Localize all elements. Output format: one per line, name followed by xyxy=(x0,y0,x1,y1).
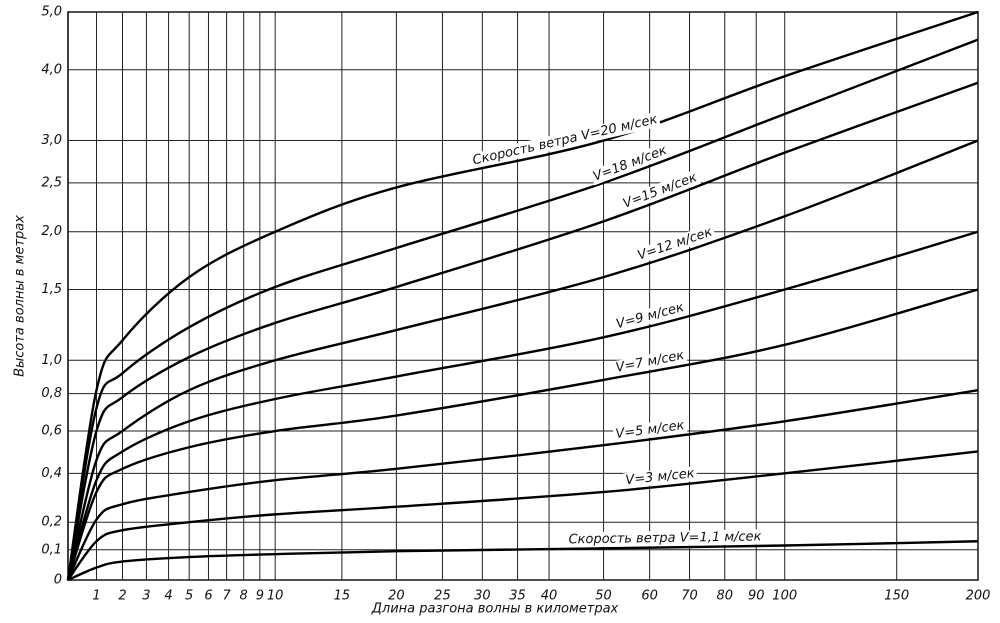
y-tick-label: 2,0 xyxy=(41,224,62,239)
x-tick-label: 15 xyxy=(334,589,351,604)
series-label: V=12 м/сек xyxy=(636,225,715,264)
x-tick-label: 5 xyxy=(185,589,193,604)
x-tick-label: 6 xyxy=(204,589,212,604)
x-tick-label: 200 xyxy=(966,589,991,604)
label-background xyxy=(589,142,671,186)
label-background xyxy=(612,417,688,443)
x-tick-label: 100 xyxy=(772,589,797,604)
y-tick-label: 3,0 xyxy=(41,133,62,148)
x-tick-label: 2 xyxy=(118,589,126,604)
x-tick-label: 10 xyxy=(267,589,284,604)
x-tick-label: 150 xyxy=(884,589,909,604)
label-background xyxy=(633,223,717,265)
series-label: V=3 м/сек xyxy=(625,466,696,488)
x-tick-label: 4 xyxy=(164,589,172,604)
x-tick-label: 60 xyxy=(641,589,658,604)
y-tick-label: 0 xyxy=(54,573,62,588)
x-tick-label: 40 xyxy=(541,589,558,604)
y-tick-label: 2,5 xyxy=(41,175,62,190)
curve xyxy=(66,388,979,581)
series-label: Скорость ветра V=1,1 м/сек xyxy=(568,529,761,547)
curve xyxy=(66,38,979,581)
y-tick-label: 0,6 xyxy=(41,424,62,439)
curve xyxy=(66,81,979,581)
x-tick-label: 70 xyxy=(681,589,698,604)
x-tick-label: 35 xyxy=(509,589,526,604)
x-tick-label: 50 xyxy=(595,589,612,604)
label-background xyxy=(469,111,661,169)
plot-frame xyxy=(67,11,979,581)
x-tick-label: 80 xyxy=(716,589,733,604)
x-tick-label: 25 xyxy=(434,589,451,604)
y-tick-label: 4,0 xyxy=(41,62,62,77)
x-tick-label: 1 xyxy=(92,589,100,604)
x-tick-label: 20 xyxy=(388,589,405,604)
curve xyxy=(66,10,979,581)
y-axis-title: Высота волны в метрах xyxy=(13,215,28,377)
curve xyxy=(66,139,979,581)
x-tick-label: 3 xyxy=(142,589,150,604)
y-tick-label: 5,0 xyxy=(41,5,62,20)
x-tick-label: 9 xyxy=(256,589,264,604)
curve xyxy=(67,450,979,581)
y-tick-label: 0,1 xyxy=(41,542,62,557)
label-background xyxy=(622,465,698,489)
x-tick-label: 90 xyxy=(748,589,765,604)
x-tick-label: 30 xyxy=(474,589,491,604)
x-tick-label: 8 xyxy=(240,589,248,604)
y-tick-label: 0,4 xyxy=(41,466,62,481)
y-tick-label: 0,2 xyxy=(41,515,62,530)
curve xyxy=(66,230,979,581)
label-background xyxy=(612,299,688,333)
label-background xyxy=(566,529,764,548)
curve xyxy=(66,288,979,581)
x-tick-label: 7 xyxy=(222,589,231,604)
curve xyxy=(67,540,979,582)
label-background xyxy=(612,347,688,377)
y-tick-label: 1,5 xyxy=(41,282,62,297)
y-tick-label: 0,8 xyxy=(41,386,62,401)
x-axis-title: Длина разгона волны в километрах xyxy=(371,602,619,617)
label-background xyxy=(619,169,701,213)
y-tick-label: 1,0 xyxy=(41,353,62,368)
